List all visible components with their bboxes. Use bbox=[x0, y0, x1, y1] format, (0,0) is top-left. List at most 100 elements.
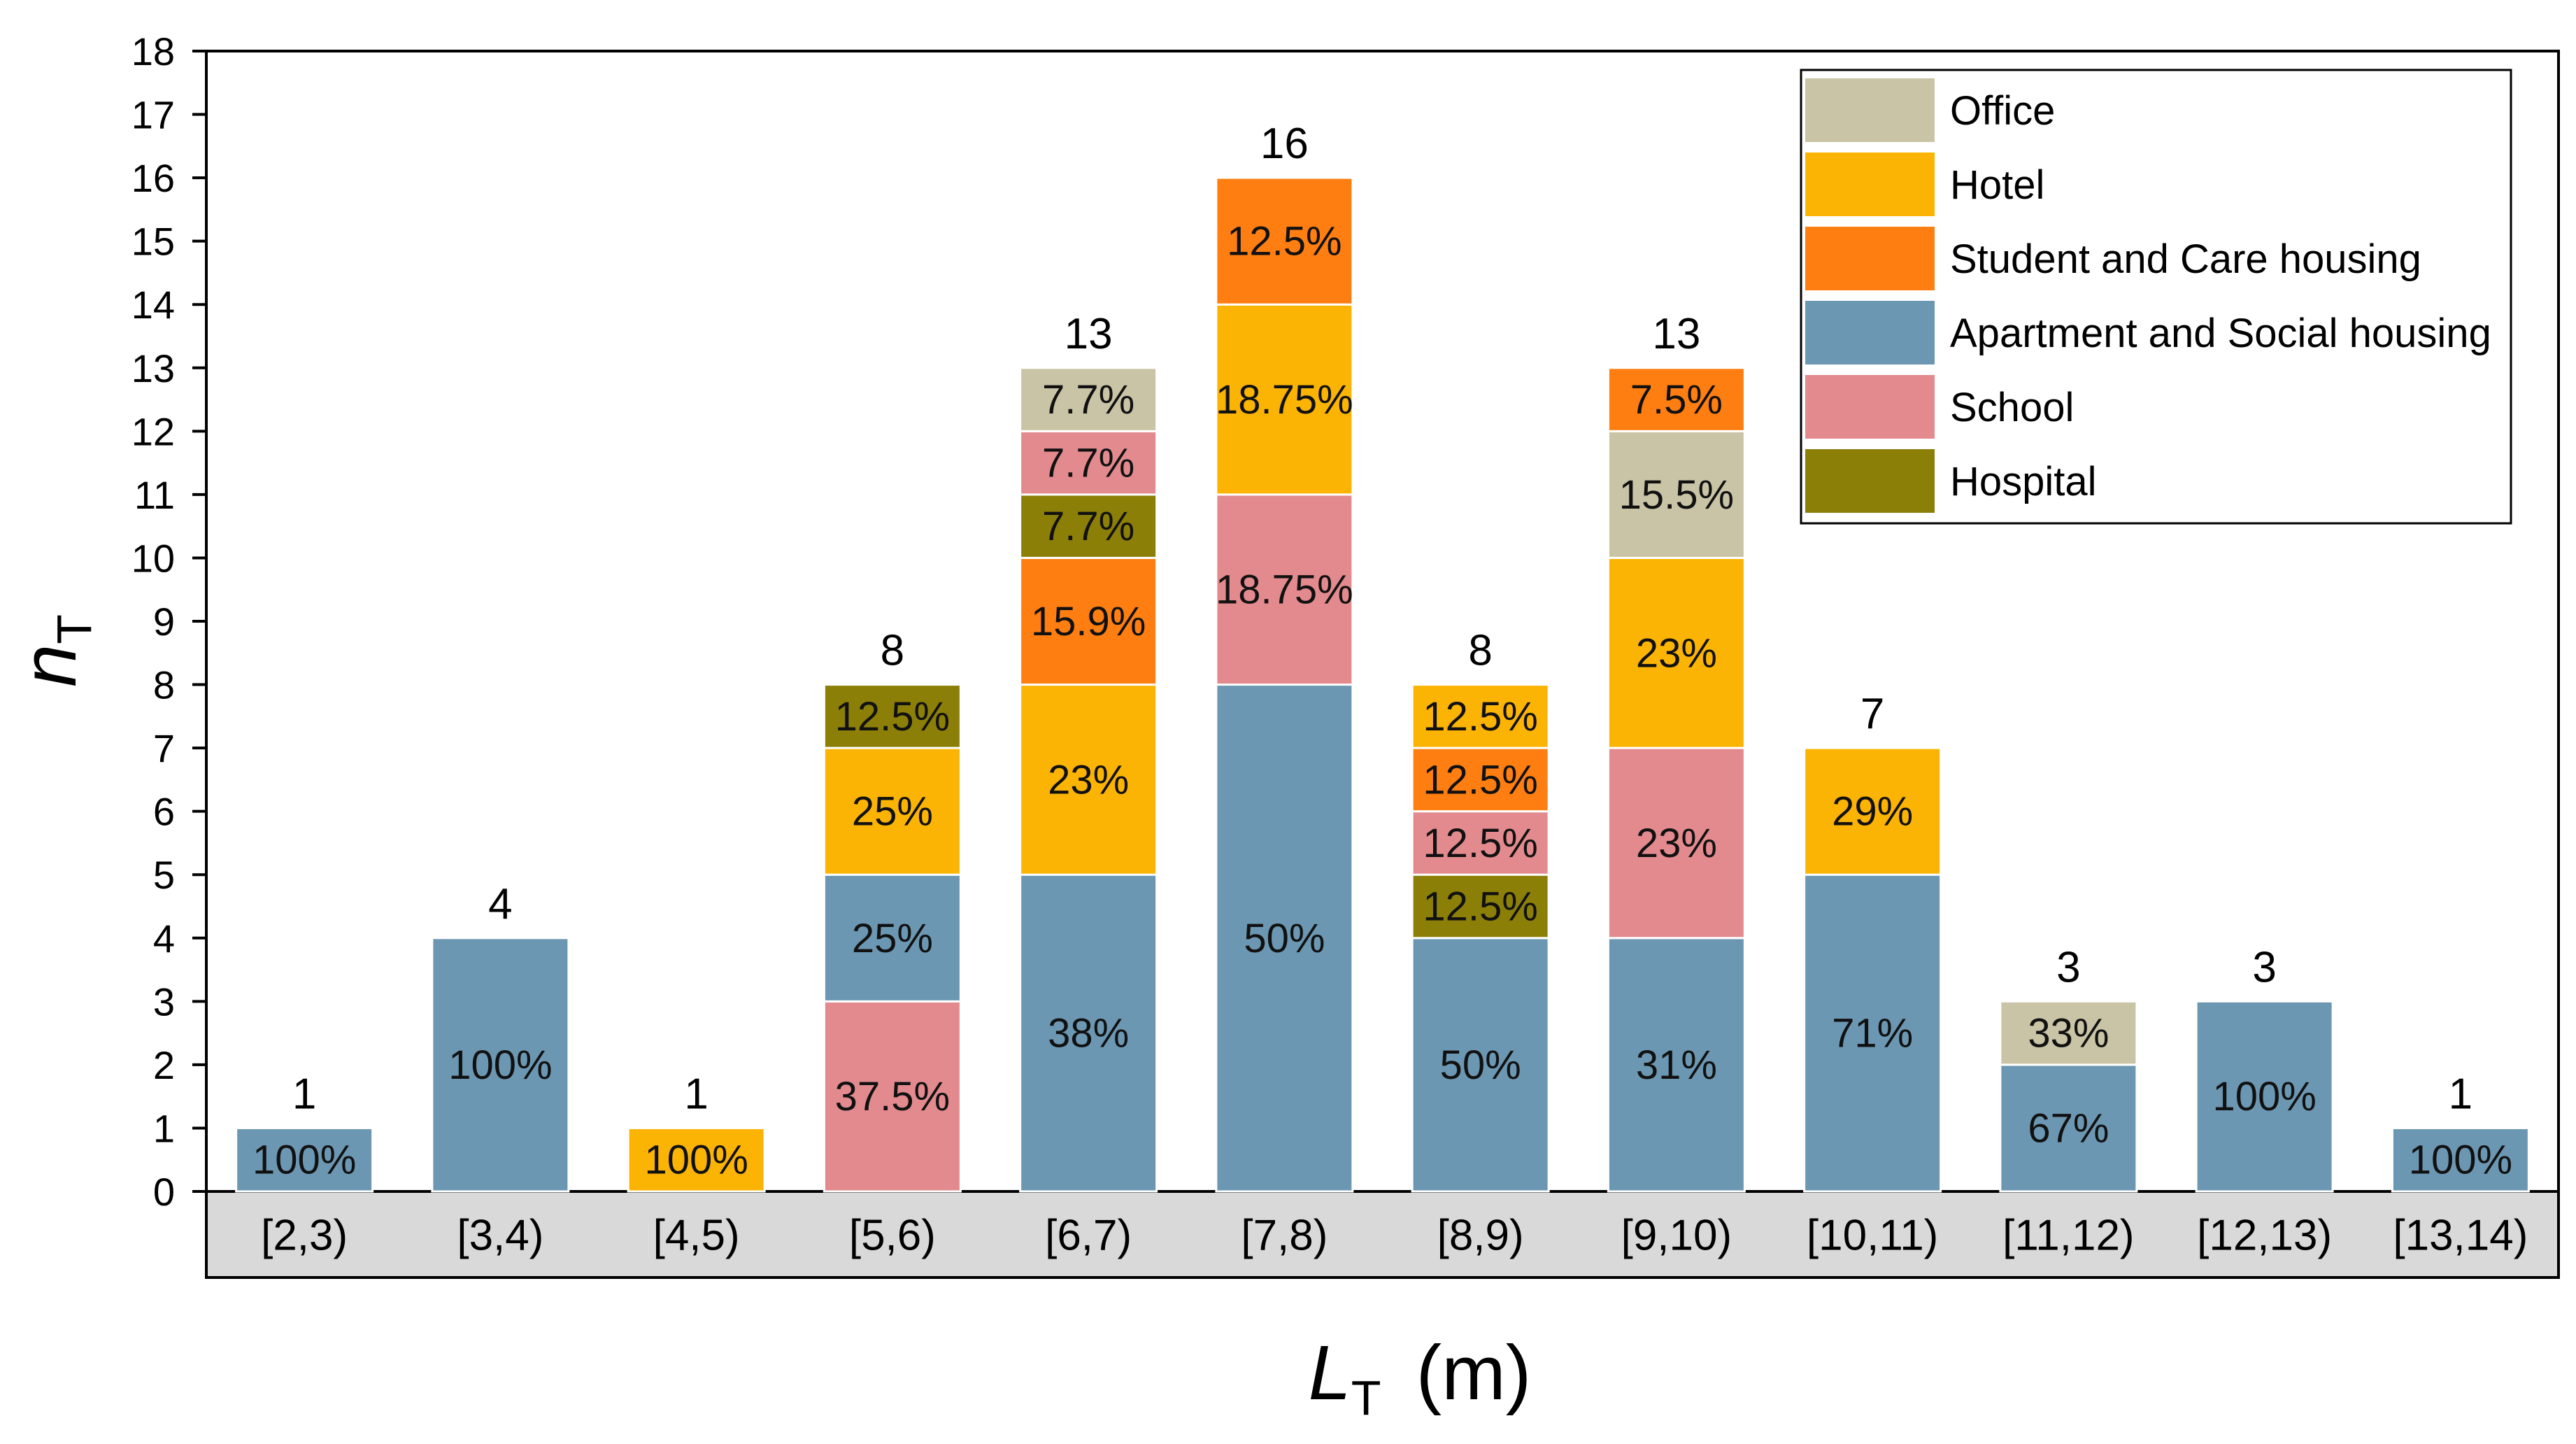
bar-total-label: 7 bbox=[1860, 690, 1884, 738]
segment-data-label: 38% bbox=[1048, 1011, 1129, 1056]
bar-segment-5-6-hotel bbox=[823, 746, 962, 876]
bar-segment-2-3-apartment-and-social-housing bbox=[235, 1126, 374, 1193]
x-axis-title-unit: (m) bbox=[1416, 1330, 1532, 1416]
bar-total-label: 1 bbox=[292, 1070, 316, 1118]
legend-label-apartment-and-social-housing: Apartment and Social housing bbox=[1950, 311, 2491, 356]
segment-data-label: 12.5% bbox=[1423, 694, 1537, 739]
bar-segment-9-10-office bbox=[1607, 430, 1746, 559]
segment-data-label: 100% bbox=[644, 1138, 748, 1183]
x-tick-label: [9,10) bbox=[1621, 1212, 1732, 1260]
segment-data-label: 7.7% bbox=[1042, 377, 1134, 423]
legend-swatch-office bbox=[1805, 78, 1935, 142]
bar-total-label: 3 bbox=[2056, 943, 2080, 991]
segment-data-label: 37.5% bbox=[835, 1074, 950, 1119]
legend-label-school: School bbox=[1950, 385, 2074, 430]
y-tick-label: 11 bbox=[134, 473, 175, 517]
y-tick-label: 8 bbox=[153, 663, 175, 707]
y-tick-label: 10 bbox=[131, 536, 175, 580]
bar-segment-7-8-hotel bbox=[1215, 303, 1354, 496]
bar-segment-6-7-office bbox=[1019, 367, 1158, 432]
x-axis-title: LT (m) bbox=[1309, 1330, 1532, 1425]
bar-segment-10-11-hotel bbox=[1803, 746, 1942, 876]
bar-segment-11-12-office bbox=[1999, 1000, 2138, 1066]
segment-data-label: 100% bbox=[448, 1042, 552, 1088]
bar-segment-7-8-student-and-care-housing bbox=[1215, 176, 1354, 306]
bar-total-label: 8 bbox=[1468, 627, 1492, 675]
bar-segment-6-7-school bbox=[1019, 430, 1158, 496]
bar-total-label: 13 bbox=[1065, 310, 1113, 358]
x-tick-label: [13,14) bbox=[2393, 1212, 2528, 1260]
segment-data-label: 50% bbox=[1440, 1042, 1521, 1088]
legend-label-office: Office bbox=[1950, 88, 2055, 134]
bar-total-label: 3 bbox=[2252, 943, 2276, 991]
bar-total-label: 16 bbox=[1260, 120, 1309, 168]
bar-total-label: 13 bbox=[1652, 310, 1700, 358]
legend-swatch-hotel bbox=[1805, 153, 1935, 216]
y-tick-label: 3 bbox=[153, 979, 175, 1024]
x-tick-label: [12,13) bbox=[2197, 1212, 2332, 1260]
segment-data-label: 18.75% bbox=[1216, 377, 1353, 423]
y-tick-label: 6 bbox=[153, 790, 175, 834]
segment-data-label: 12.5% bbox=[835, 694, 950, 739]
segment-data-label: 12.5% bbox=[1423, 821, 1537, 866]
bar-total-label: 4 bbox=[488, 880, 512, 928]
segment-data-label: 15.9% bbox=[1031, 599, 1146, 644]
x-tick-label: [6,7) bbox=[1045, 1212, 1132, 1260]
segment-data-label: 12.5% bbox=[1227, 219, 1342, 264]
segment-data-label: 100% bbox=[252, 1138, 356, 1183]
segment-data-label: 33% bbox=[2028, 1011, 2109, 1056]
x-tick-label: [11,12) bbox=[2002, 1212, 2134, 1260]
segment-data-label: 12.5% bbox=[1423, 884, 1537, 930]
bar-segment-6-7-hospital bbox=[1019, 493, 1158, 559]
x-tick-label: [2,3) bbox=[261, 1212, 348, 1260]
segment-data-label: 23% bbox=[1048, 757, 1129, 802]
segment-data-label: 23% bbox=[1636, 821, 1717, 866]
x-tick-label: [10,11) bbox=[1807, 1212, 1938, 1260]
bar-segment-7-8-school bbox=[1215, 493, 1354, 686]
segment-data-label: 100% bbox=[2409, 1138, 2512, 1183]
bar-segment-8-9-apartment-and-social-housing bbox=[1411, 937, 1550, 1193]
bar-segment-8-9-hotel bbox=[1411, 684, 1550, 749]
segment-data-label: 15.5% bbox=[1619, 472, 1734, 518]
x-axis-title-main: L bbox=[1309, 1330, 1351, 1416]
legend-label-hotel: Hotel bbox=[1950, 162, 2044, 208]
y-tick-label: 13 bbox=[131, 346, 175, 390]
legend-label-hospital: Hospital bbox=[1950, 459, 2097, 504]
bar-segment-10-11-apartment-and-social-housing bbox=[1803, 873, 1942, 1193]
y-axis-title-main: n bbox=[6, 644, 92, 687]
bar-segment-5-6-apartment-and-social-housing bbox=[823, 873, 962, 1003]
segment-data-label: 7.7% bbox=[1042, 441, 1134, 486]
legend-swatch-school bbox=[1805, 375, 1935, 439]
legend-swatch-hospital bbox=[1805, 449, 1935, 513]
bar-segment-3-4-apartment-and-social-housing bbox=[431, 937, 570, 1193]
y-axis-title-sub: T bbox=[47, 614, 101, 644]
y-tick-label: 9 bbox=[153, 600, 175, 644]
bar-segment-5-6-school bbox=[823, 1000, 962, 1193]
legend-swatch-apartment-and-social-housing bbox=[1805, 301, 1935, 364]
x-tick-label: [7,8) bbox=[1241, 1212, 1328, 1260]
segment-data-label: 7.7% bbox=[1042, 504, 1134, 549]
legend-box bbox=[1800, 69, 2512, 525]
bar-segment-6-7-hotel bbox=[1019, 684, 1158, 876]
x-tick-label: [8,9) bbox=[1437, 1212, 1524, 1260]
y-tick-label: 2 bbox=[153, 1043, 175, 1087]
bar-segment-7-8-apartment-and-social-housing bbox=[1215, 684, 1354, 1193]
y-tick-label: 7 bbox=[153, 726, 175, 770]
segment-data-label: 67% bbox=[2028, 1105, 2109, 1151]
bar-segment-9-10-student-and-care-housing bbox=[1607, 367, 1746, 432]
segment-data-label: 25% bbox=[852, 789, 933, 835]
bar-segment-6-7-student-and-care-housing bbox=[1019, 556, 1158, 686]
bar-segment-9-10-apartment-and-social-housing bbox=[1607, 937, 1746, 1193]
segment-data-label: 25% bbox=[852, 916, 933, 961]
bar-segment-6-7-apartment-and-social-housing bbox=[1019, 873, 1158, 1193]
legend-swatch-student-and-care-housing bbox=[1805, 227, 1935, 290]
segment-data-label: 100% bbox=[2212, 1074, 2316, 1119]
y-tick-label: 16 bbox=[131, 156, 175, 200]
x-tick-label: [4,5) bbox=[653, 1212, 740, 1260]
bar-segment-8-9-hospital bbox=[1411, 873, 1550, 940]
segment-data-label: 50% bbox=[1244, 916, 1325, 961]
segment-data-label: 71% bbox=[1832, 1011, 1913, 1056]
y-tick-label: 12 bbox=[131, 409, 175, 453]
legend-label-student-and-care-housing: Student and Care housing bbox=[1950, 236, 2421, 282]
